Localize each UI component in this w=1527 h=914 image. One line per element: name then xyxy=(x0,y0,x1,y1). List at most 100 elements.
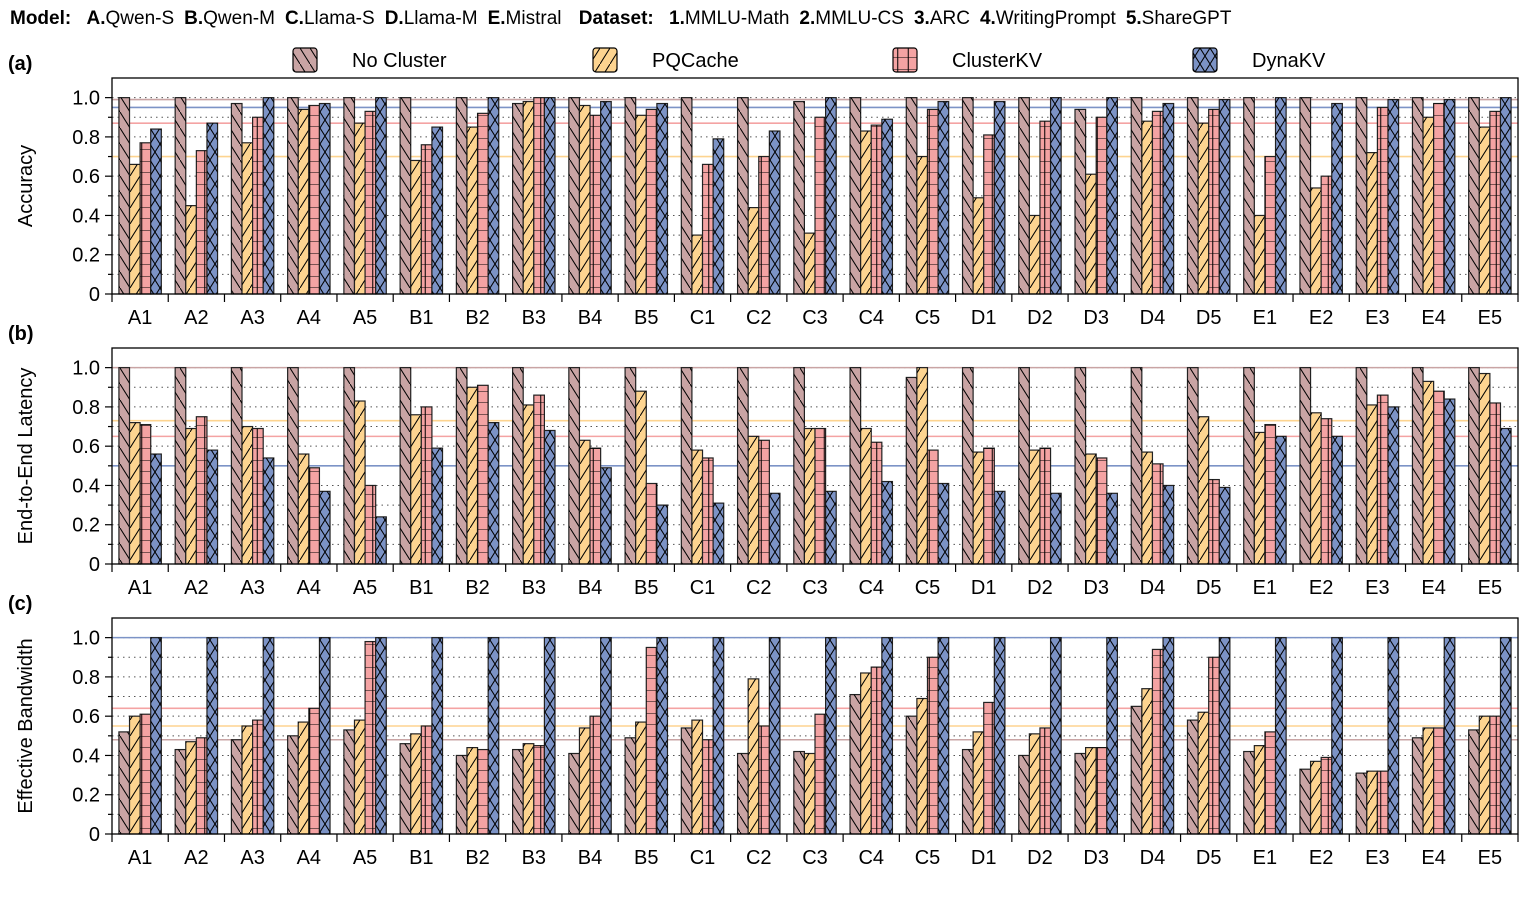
bar-hatch xyxy=(129,422,141,564)
bar-hatch xyxy=(769,493,780,564)
bar-hatch xyxy=(1187,720,1199,834)
bar-hatch xyxy=(568,97,580,295)
x-tick-label: A3 xyxy=(240,307,264,329)
y-tick-label: 0.8 xyxy=(72,127,100,149)
x-tick-label: B4 xyxy=(578,577,602,599)
bar-hatch xyxy=(1152,463,1164,564)
x-tick-label: D3 xyxy=(1083,577,1109,599)
bar-hatch xyxy=(1299,367,1311,564)
bar-hatch xyxy=(1433,727,1445,834)
x-tick-label: E5 xyxy=(1478,577,1502,599)
bar-hatch xyxy=(1075,109,1086,294)
bar-hatch xyxy=(1039,121,1051,294)
x-tick-label: B1 xyxy=(409,307,433,329)
x-tick-label: B4 xyxy=(578,307,602,329)
y-axis-label: Effective Bandwidth xyxy=(15,638,37,813)
bar-hatch xyxy=(1141,121,1153,294)
bar-hatch xyxy=(590,115,601,295)
bar-hatch xyxy=(815,117,826,294)
bar-hatch xyxy=(1444,637,1455,834)
x-tick-label: D5 xyxy=(1196,577,1222,599)
bar-hatch xyxy=(1321,757,1332,834)
bar-hatch xyxy=(1331,436,1343,564)
x-tick-label: B1 xyxy=(409,577,433,599)
bar-hatch xyxy=(365,485,376,564)
y-tick-label: 0.6 xyxy=(72,166,100,188)
bar-hatch xyxy=(375,97,387,295)
y-tick-label: 0.4 xyxy=(72,475,100,497)
dataset-item-name: ARC xyxy=(929,8,970,29)
bar-hatch xyxy=(523,743,534,834)
x-tick-label: D1 xyxy=(971,307,997,329)
bar-hatch xyxy=(287,367,299,564)
bar-hatch xyxy=(825,491,837,564)
x-tick-label: A1 xyxy=(128,577,152,599)
bar-hatch xyxy=(1018,367,1030,564)
bar-hatch xyxy=(825,637,837,834)
bar-hatch xyxy=(1163,637,1174,834)
dataset-item: 3.ARC xyxy=(914,8,970,29)
x-tick-label: A4 xyxy=(297,577,321,599)
x-tick-label: C2 xyxy=(746,577,772,599)
bar-hatch xyxy=(118,97,130,295)
bar-hatch xyxy=(1018,97,1030,295)
bar-hatch xyxy=(1275,436,1287,564)
x-tick-label: E3 xyxy=(1365,847,1389,869)
bar-hatch xyxy=(456,755,467,834)
bar-hatch xyxy=(1141,688,1153,834)
bar-hatch xyxy=(1388,406,1399,564)
x-tick-label: A1 xyxy=(128,307,152,329)
model-item: D.Llama-M xyxy=(385,8,478,29)
x-tick-label: A3 xyxy=(240,577,264,599)
bar-hatch xyxy=(1050,493,1062,564)
bar-hatch xyxy=(748,207,759,294)
bar-hatch xyxy=(994,637,1005,834)
bar-hatch xyxy=(242,142,253,294)
bar-hatch xyxy=(206,450,218,564)
y-tick-label: 0.6 xyxy=(72,706,100,728)
panel-label: (c) xyxy=(8,593,32,615)
bar-hatch xyxy=(635,115,647,295)
chart-header: Model: A.Qwen-S B.Qwen-M C.Llama-S D.Llama-… xyxy=(10,8,1243,30)
bar-hatch xyxy=(1479,127,1490,294)
bar-hatch xyxy=(1187,367,1199,564)
bar-hatch xyxy=(1500,428,1512,564)
x-tick-label: D2 xyxy=(1027,577,1053,599)
bar-hatch xyxy=(1468,367,1480,564)
bar-hatch xyxy=(1412,97,1424,295)
bar-hatch xyxy=(263,457,274,564)
bar-hatch xyxy=(1321,418,1332,564)
bar-hatch xyxy=(1444,99,1455,294)
x-tick-label: E2 xyxy=(1309,847,1333,869)
bar-hatch xyxy=(702,164,714,294)
x-tick-label: C3 xyxy=(802,307,828,329)
bar-hatch xyxy=(1141,452,1153,564)
bar-hatch xyxy=(656,505,668,564)
legend-label: ClusterKV xyxy=(952,50,1043,72)
bar-hatch xyxy=(916,156,928,294)
bar-hatch xyxy=(1356,773,1367,834)
bar-hatch xyxy=(769,637,780,834)
bar-hatch xyxy=(343,97,355,295)
bar-hatch xyxy=(421,144,432,294)
bar-hatch xyxy=(927,450,939,564)
bar-hatch xyxy=(1152,111,1164,294)
bar-hatch xyxy=(477,113,489,294)
bar-hatch xyxy=(625,367,636,564)
bar-hatch xyxy=(319,637,331,834)
bar-hatch xyxy=(860,672,872,834)
bar-hatch xyxy=(242,726,253,834)
bar-hatch xyxy=(1264,731,1276,834)
bar-hatch xyxy=(196,737,207,834)
bar-hatch xyxy=(1310,412,1322,564)
x-tick-label: D2 xyxy=(1027,847,1053,869)
bar-hatch xyxy=(1131,706,1142,834)
bar-hatch xyxy=(298,722,309,834)
bar-hatch xyxy=(129,716,141,834)
bar-hatch xyxy=(656,637,668,834)
bar-hatch xyxy=(1243,751,1255,834)
legend-item: ClusterKV xyxy=(892,47,1043,73)
bar-hatch xyxy=(512,103,524,294)
bar-hatch xyxy=(1377,107,1388,294)
bar-hatch xyxy=(365,641,376,834)
